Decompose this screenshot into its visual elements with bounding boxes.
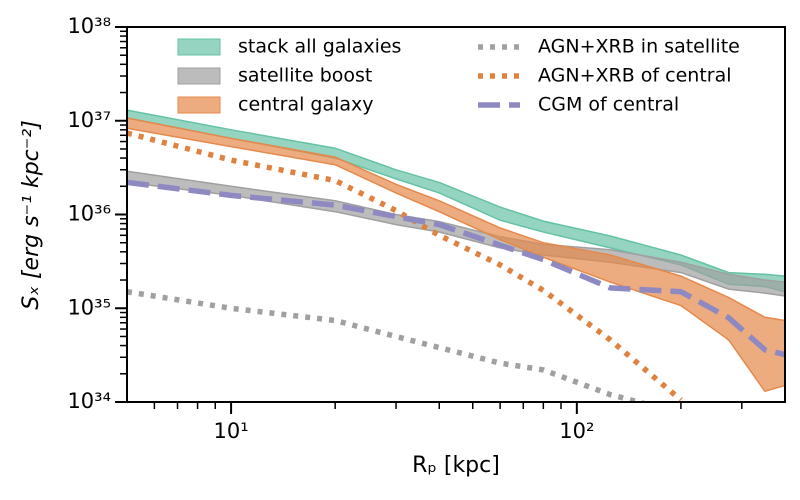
x-tick-label: 10¹ [214,419,249,443]
y-axis-label: Sₓ [erg s⁻¹ kpc⁻²] [19,120,44,310]
y-tick-label: 10³⁵ [67,295,111,319]
y-tick-label: 10³⁷ [67,108,111,132]
legend-label: AGN+XRB in satellite [538,36,740,58]
y-tick-label: 10³⁴ [67,389,111,413]
x-tick-label: 10² [559,419,594,443]
y-tick-label: 10³⁸ [67,14,111,38]
legend-label: stack all galaxies [238,36,401,58]
y-tick-label: 10³⁶ [67,202,111,226]
line [127,130,683,402]
legend-label: central galaxy [238,94,374,116]
plot-area [127,109,785,402]
legend-label: CGM of central [538,94,679,116]
line [127,288,650,402]
x-axis-label: Rₚ [kpc] [412,453,500,478]
legend-swatch [177,67,221,85]
line [127,179,785,358]
band [127,109,785,293]
band [127,117,785,393]
legend-label: AGN+XRB of central [538,65,732,87]
legend-label: satellite boost [238,65,372,87]
legend-swatch [177,96,221,114]
legend-swatch [177,38,221,56]
